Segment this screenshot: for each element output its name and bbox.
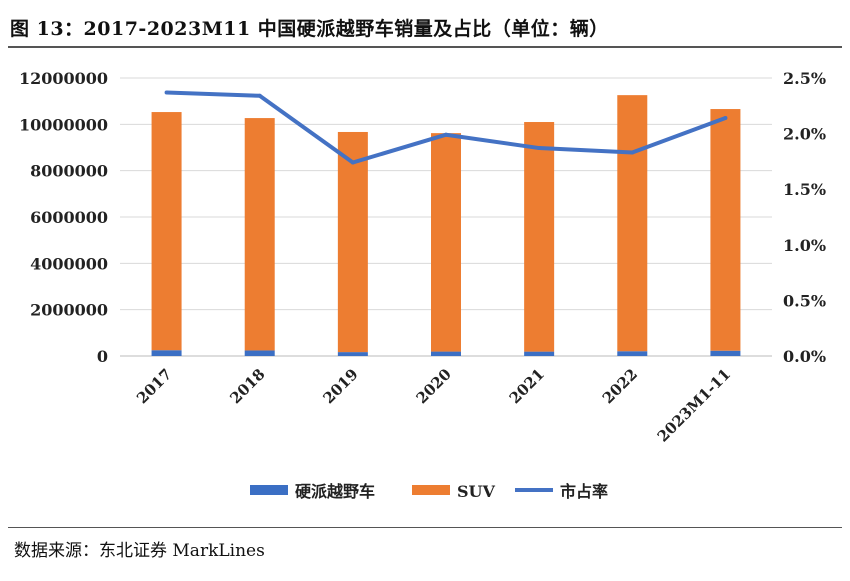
- line-point: [723, 116, 728, 121]
- y-left-tick-label: 10000000: [19, 115, 108, 134]
- bar-suv: [431, 133, 461, 352]
- line-point: [444, 132, 448, 137]
- bar-hard-offroad: [337, 352, 368, 356]
- y-left-tick-label: 4000000: [30, 254, 108, 273]
- bar-hard-offroad: [617, 351, 648, 356]
- x-tick-label: 2023M1-11: [654, 365, 735, 446]
- y-right-tick-label: 2.5%: [783, 69, 826, 88]
- footer-divider: [8, 527, 842, 528]
- y-right-tick-label: 0.5%: [783, 291, 826, 310]
- chart-title: 图 13：2017-2023M11 中国硬派越野车销量及占比（单位：辆）: [10, 18, 609, 40]
- y-left-tick-label: 12000000: [19, 69, 108, 88]
- bar-suv: [151, 112, 182, 351]
- legend-label: SUV: [457, 482, 496, 501]
- y-right-tick-label: 2.0%: [783, 125, 826, 144]
- bar-suv: [524, 122, 555, 352]
- line-point: [630, 150, 635, 155]
- legend-label: 市占率: [560, 482, 608, 501]
- line-point: [164, 90, 169, 95]
- x-tick-label: 2017: [133, 365, 175, 407]
- source-note: 数据来源：东北证券 MarkLines: [14, 541, 265, 561]
- bar-suv: [337, 131, 368, 353]
- title-divider: [8, 46, 842, 48]
- x-tick-label: 2021: [506, 365, 548, 407]
- legend-label: 硬派越野车: [295, 482, 375, 501]
- legend-swatch: [250, 485, 288, 495]
- bar-hard-offroad: [151, 350, 182, 356]
- x-tick-label: 2020: [413, 365, 455, 407]
- line-point: [257, 93, 262, 98]
- y-left-tick-label: 2000000: [30, 301, 108, 320]
- y-left-tick-label: 6000000: [30, 208, 108, 227]
- y-right-tick-label: 0.0%: [783, 347, 826, 366]
- x-tick-label: 2018: [226, 365, 268, 407]
- bar-hard-offroad: [244, 350, 275, 356]
- bar-hard-offroad: [431, 351, 461, 356]
- bar-suv: [617, 95, 648, 352]
- x-tick-label: 2022: [599, 365, 641, 407]
- y-right-tick-label: 1.0%: [783, 236, 826, 255]
- x-tick-label: 2019: [319, 365, 361, 407]
- bar-hard-offroad: [524, 351, 555, 356]
- bar-hard-offroad: [710, 350, 741, 356]
- y-left-tick-label: 8000000: [30, 162, 108, 181]
- line-point: [350, 160, 355, 165]
- line-point: [537, 146, 542, 151]
- y-right-tick-label: 1.5%: [783, 180, 826, 199]
- legend-swatch: [412, 485, 450, 495]
- bar-suv: [244, 118, 275, 351]
- y-left-tick-label: 0: [97, 347, 108, 366]
- bar-suv: [710, 109, 741, 351]
